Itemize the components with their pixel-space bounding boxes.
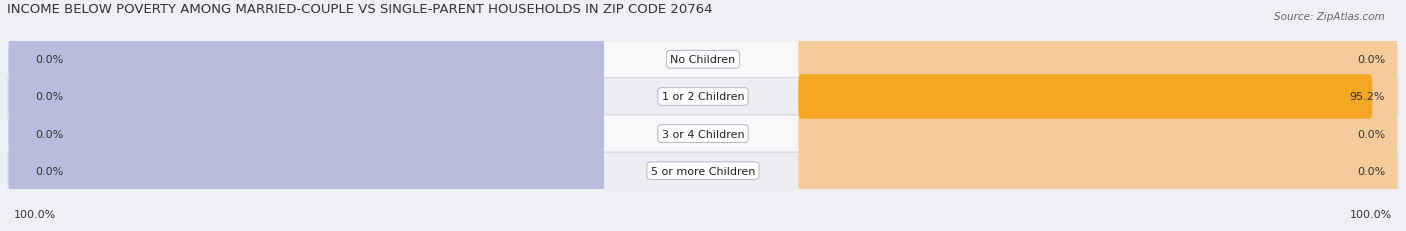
Text: 0.0%: 0.0% [35, 55, 63, 65]
Text: 95.2%: 95.2% [1350, 92, 1385, 102]
Text: 3 or 4 Children: 3 or 4 Children [662, 129, 744, 139]
FancyBboxPatch shape [8, 149, 605, 193]
Text: 0.0%: 0.0% [1357, 166, 1385, 176]
FancyBboxPatch shape [8, 75, 605, 119]
Text: 0.0%: 0.0% [35, 129, 63, 139]
FancyBboxPatch shape [7, 152, 1399, 189]
Text: 0.0%: 0.0% [35, 92, 63, 102]
Text: 5 or more Children: 5 or more Children [651, 166, 755, 176]
Text: 100.0%: 100.0% [1350, 210, 1392, 219]
Text: 100.0%: 100.0% [14, 210, 56, 219]
Text: 0.0%: 0.0% [35, 166, 63, 176]
FancyBboxPatch shape [7, 42, 1399, 79]
Text: 0.0%: 0.0% [1357, 129, 1385, 139]
FancyBboxPatch shape [799, 112, 1398, 156]
Text: 0.0%: 0.0% [1357, 55, 1385, 65]
FancyBboxPatch shape [8, 112, 605, 156]
Text: Source: ZipAtlas.com: Source: ZipAtlas.com [1274, 12, 1385, 21]
FancyBboxPatch shape [799, 75, 1372, 119]
Text: INCOME BELOW POVERTY AMONG MARRIED-COUPLE VS SINGLE-PARENT HOUSEHOLDS IN ZIP COD: INCOME BELOW POVERTY AMONG MARRIED-COUPL… [7, 3, 713, 16]
FancyBboxPatch shape [7, 79, 1399, 116]
FancyBboxPatch shape [799, 149, 1398, 193]
FancyBboxPatch shape [799, 75, 1398, 119]
Text: No Children: No Children [671, 55, 735, 65]
FancyBboxPatch shape [799, 38, 1398, 82]
FancyBboxPatch shape [8, 38, 605, 82]
Text: 1 or 2 Children: 1 or 2 Children [662, 92, 744, 102]
FancyBboxPatch shape [7, 116, 1399, 152]
